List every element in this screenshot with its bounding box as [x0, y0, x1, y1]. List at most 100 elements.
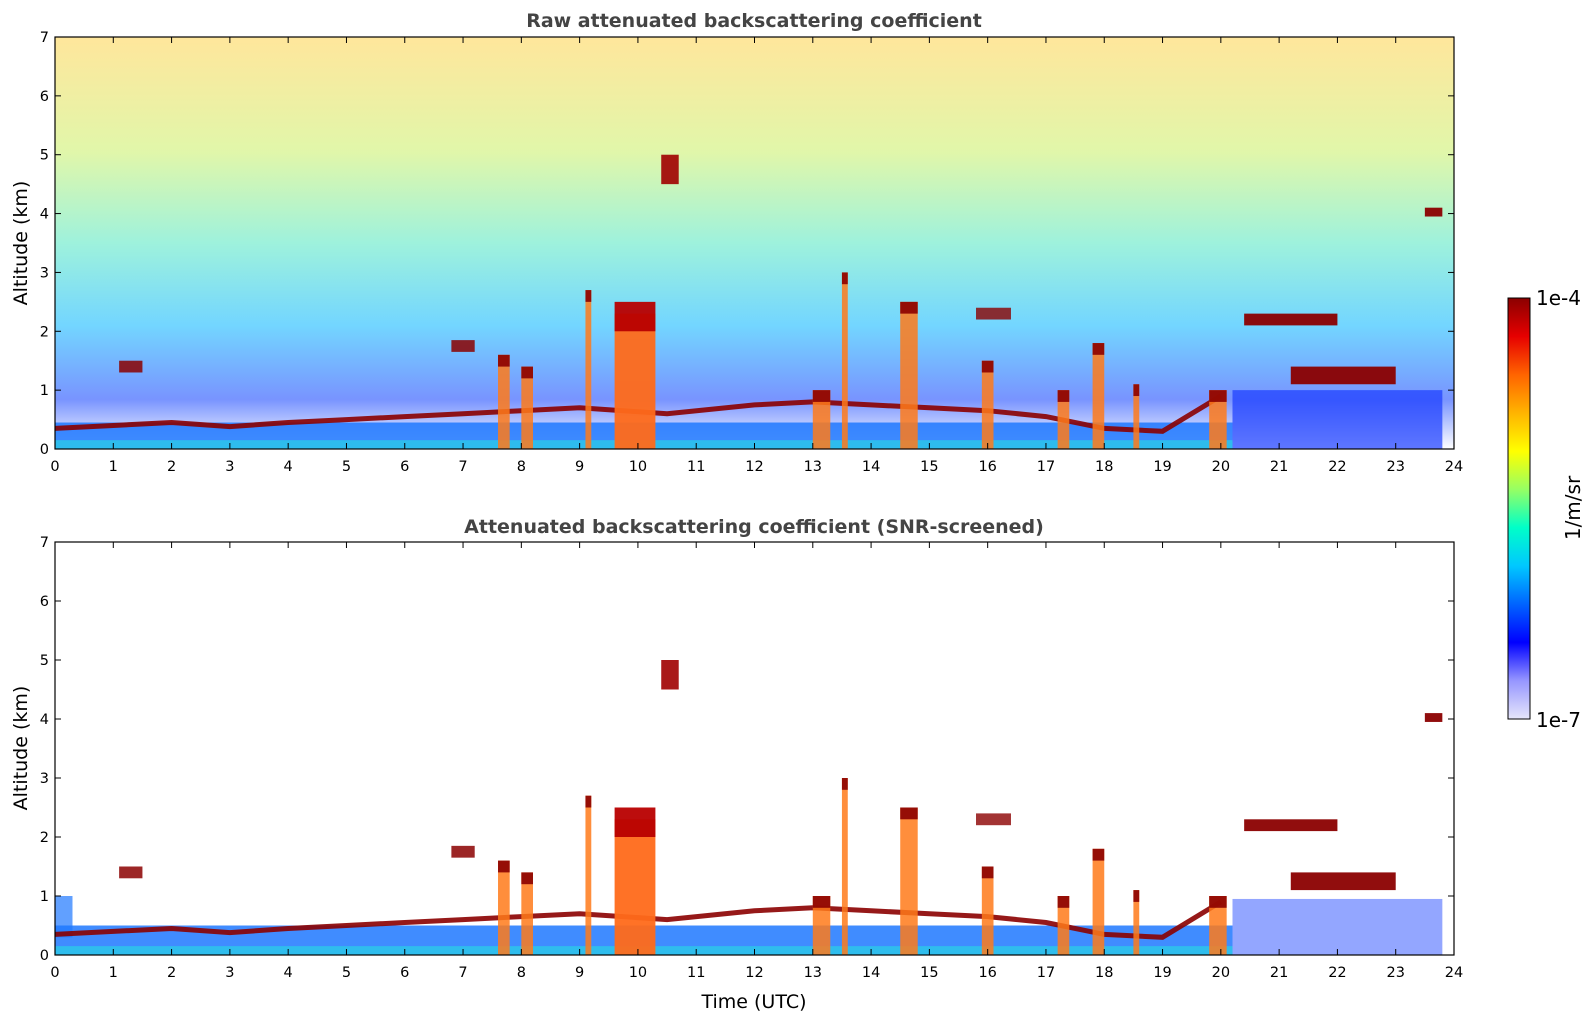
high-cloud-right	[1424, 713, 1443, 722]
x-tick-label: 24	[1445, 459, 1463, 475]
x-tick-label: 14	[862, 459, 880, 475]
cloud-column-top	[585, 290, 592, 302]
screened-features	[55, 660, 1443, 955]
cloud-column	[812, 390, 831, 449]
cloud-column-top	[841, 778, 848, 790]
x-tick-label: 5	[342, 459, 351, 475]
y-tick-label: 0	[40, 442, 49, 458]
small-cloud	[976, 307, 1011, 320]
elevated-cloud-lower	[1290, 872, 1396, 891]
small-cloud	[119, 866, 143, 879]
x-tick-label: 8	[517, 965, 526, 981]
cloud-column	[1209, 896, 1227, 955]
x-tick-label: 20	[1212, 965, 1230, 981]
x-tick-label: 0	[50, 965, 59, 981]
x-tick-label: 17	[1037, 965, 1055, 981]
cloud-column-top	[900, 301, 918, 314]
y-tick-label: 1	[40, 889, 49, 905]
cloud-column-top	[981, 360, 994, 373]
cloud-column-top	[1209, 390, 1227, 402]
cloud-column-top	[1057, 390, 1070, 402]
panel-screened: Attenuated backscattering coefficient (S…	[10, 516, 1463, 1013]
x-tick-label: 12	[745, 965, 763, 981]
cloud-column-top	[1092, 848, 1105, 861]
noise-background	[55, 37, 1454, 449]
x-tick-label: 14	[862, 965, 880, 981]
y-tick-label: 3	[40, 265, 49, 281]
cloud-column	[585, 290, 592, 449]
x-axis-raw: 0 1 2 3 4 5 6 7 8 9 10 11 12 13 14 15 16 17 18 19 20 21 22 23 24	[50, 37, 1463, 475]
colorbar-unit-label: 1/m/sr	[1561, 475, 1585, 540]
cloud-column	[981, 866, 994, 955]
y-tick-label: 2	[40, 324, 49, 340]
cloud-column-top	[1209, 896, 1227, 908]
x-tick-label: 20	[1212, 459, 1230, 475]
small-cloud	[119, 360, 143, 373]
thick-cloud-body	[614, 313, 656, 449]
x-tick-label: 6	[400, 459, 409, 475]
cloud-column	[1133, 890, 1140, 955]
x-tick-label: 10	[629, 459, 647, 475]
y-tick-label: 5	[40, 148, 49, 164]
x-tick-label: 21	[1270, 965, 1288, 981]
cloud-column	[1057, 390, 1070, 449]
small-cloud	[451, 845, 475, 858]
thick-cloud-body	[614, 819, 656, 955]
elevated-cloud-upper	[1244, 313, 1338, 326]
y-tick-label: 5	[40, 653, 49, 669]
elevated-cloud-upper	[1244, 819, 1338, 832]
x-tick-label: 19	[1153, 965, 1171, 981]
white-background	[55, 542, 1454, 955]
cloud-column	[1209, 390, 1227, 449]
cloud-column	[900, 807, 918, 955]
cloud-column	[812, 896, 831, 955]
y-axis-label-screened: Altitude (km)	[10, 686, 32, 811]
colorbar: 1e-4 1e-7 1/m/sr	[1507, 286, 1585, 732]
cloud-column-top	[498, 860, 510, 873]
cloud-column-top	[812, 896, 831, 908]
x-tick-label: 15	[920, 459, 938, 475]
y-tick-label: 4	[40, 712, 49, 728]
cloud-column-top	[812, 390, 831, 402]
x-tick-label: 8	[517, 459, 526, 475]
cloud-column-top	[1133, 890, 1140, 902]
thick-cloud-top	[614, 807, 656, 837]
y-tick-label: 6	[40, 594, 49, 610]
high-cloud	[661, 154, 679, 185]
x-tick-label: 17	[1037, 459, 1055, 475]
x-tick-label: 19	[1153, 459, 1171, 475]
x-tick-label: 1	[109, 459, 118, 475]
x-tick-label: 9	[575, 459, 584, 475]
x-tick-label: 7	[458, 459, 467, 475]
x-axis-label: Time (UTC)	[700, 991, 806, 1013]
cloud-column-top	[498, 354, 510, 367]
cloud-column	[521, 872, 533, 955]
heatmap-screened	[55, 542, 1454, 955]
x-tick-label: 4	[284, 965, 293, 981]
x-tick-label: 5	[342, 965, 351, 981]
cloud-column	[498, 860, 510, 955]
cloud-column-top	[521, 872, 533, 885]
x-tick-label: 22	[1328, 459, 1346, 475]
cloud-column-top	[1057, 896, 1070, 908]
high-cloud	[661, 660, 679, 690]
cloud-column-top	[841, 272, 848, 285]
cloud-column	[1092, 848, 1105, 955]
cloud-column	[585, 795, 592, 955]
panel-raw: Raw attenuated backscattering coefficien…	[10, 10, 1463, 475]
x-tick-label: 1	[109, 965, 118, 981]
colorbar-max-label: 1e-4	[1536, 286, 1581, 310]
x-tick-label: 13	[804, 459, 822, 475]
x-tick-label: 11	[687, 965, 705, 981]
x-axis-screened: 0 1 2 3 4 5 6 7 8 9 10 11 12 13 14 15 16 17 18 19 20 21 22 23 24	[50, 542, 1463, 981]
x-tick-label: 2	[167, 459, 176, 475]
x-tick-label: 18	[1095, 965, 1113, 981]
cloud-column-top	[981, 866, 994, 879]
cloud-column	[841, 778, 848, 955]
raw-features	[55, 154, 1443, 449]
x-tick-label: 4	[284, 459, 293, 475]
y-tick-label: 4	[40, 207, 49, 223]
cloud-column	[1092, 343, 1105, 449]
cloud-column-top	[1133, 384, 1140, 397]
